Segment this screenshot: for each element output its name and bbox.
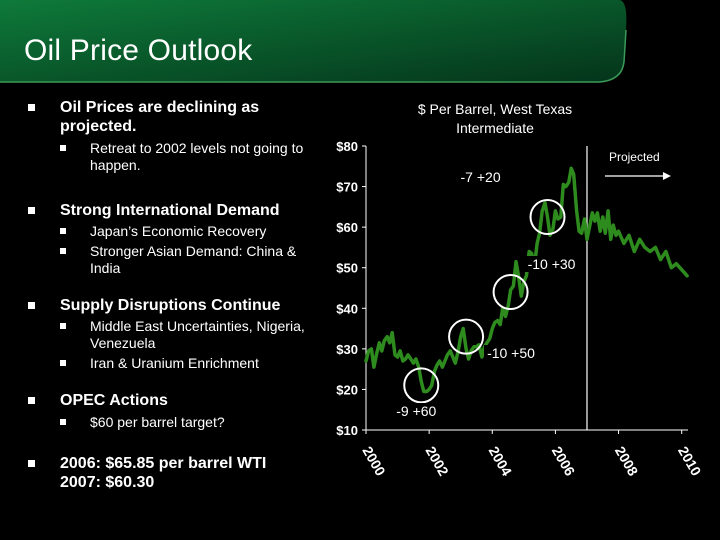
trough-circle xyxy=(492,274,529,311)
sub-bullet-asia: Stronger Asian Demand: China & India xyxy=(28,243,328,277)
projected-arrow-icon xyxy=(662,172,671,180)
x-tick-label: 2006 xyxy=(549,444,579,479)
header-swoosh xyxy=(0,0,627,83)
bullet-wti-prices: 2006: $65.85 per barrel WTI 2007: $60.30 xyxy=(28,454,300,492)
x-tick-label: 2000 xyxy=(359,444,389,479)
bullet-square-icon xyxy=(28,104,35,111)
trough-circle xyxy=(529,199,566,235)
bullet-square-icon xyxy=(28,397,35,404)
y-tick-label: $60 xyxy=(336,220,358,235)
trough-circle xyxy=(403,367,440,404)
trough-annotation: -7 +20 xyxy=(457,169,504,185)
bullet-square-icon xyxy=(60,145,66,151)
trough-annotation: -9 +60 xyxy=(393,403,440,420)
bullet-square-icon xyxy=(60,248,66,254)
bullet-list: Oil Prices are declining as projected. R… xyxy=(28,98,328,492)
trough-annotation: -10 +30 xyxy=(524,256,579,273)
bullet-oil-prices: Oil Prices are declining as projected. xyxy=(28,98,328,136)
y-tick-label: $20 xyxy=(336,382,358,397)
trough-annotation: -10 +50 xyxy=(484,344,538,361)
y-tick-label: $40 xyxy=(336,301,358,316)
bullet-square-icon xyxy=(60,323,66,329)
y-tick-label: $70 xyxy=(336,180,358,195)
trough-circle xyxy=(448,318,485,355)
bullet-square-icon xyxy=(60,228,66,234)
x-tick-label: 2010 xyxy=(675,444,705,479)
x-tick-label: 2004 xyxy=(486,444,516,479)
sub-bullet-opec-target: $60 per barrel target? xyxy=(28,414,328,431)
y-tick-label: $80 xyxy=(336,139,358,154)
bullet-square-icon xyxy=(28,302,35,309)
sub-bullet-iran: Iran & Uranium Enrichment xyxy=(28,355,328,372)
bullet-supply: Supply Disruptions Continue xyxy=(28,296,328,315)
sub-bullet-retreat: Retreat to 2002 levels not going to happ… xyxy=(28,140,328,174)
sub-bullet-japan: Japan’s Economic Recovery xyxy=(28,223,328,240)
y-tick-label: $30 xyxy=(336,342,358,357)
projected-label: Projected xyxy=(609,150,660,164)
sub-bullet-middle-east: Middle East Uncertainties, Nigeria, Vene… xyxy=(28,318,328,352)
x-tick-label: 2008 xyxy=(612,444,642,479)
wti-price-line xyxy=(364,166,689,394)
bullet-square-icon xyxy=(28,460,35,467)
bullet-opec: OPEC Actions xyxy=(28,391,328,410)
bullet-square-icon xyxy=(60,360,66,366)
chart-title: $ Per Barrel, West Texas Intermediate xyxy=(417,101,573,136)
x-tick-label: 2002 xyxy=(423,444,453,479)
bullet-square-icon xyxy=(60,419,66,425)
y-tick-label: $50 xyxy=(336,261,358,276)
bullet-square-icon xyxy=(28,207,35,214)
bullet-demand: Strong International Demand xyxy=(28,201,328,220)
slide-title: Oil Price Outlook xyxy=(24,34,253,67)
header-band xyxy=(0,0,720,88)
y-tick-label: $10 xyxy=(336,423,358,438)
